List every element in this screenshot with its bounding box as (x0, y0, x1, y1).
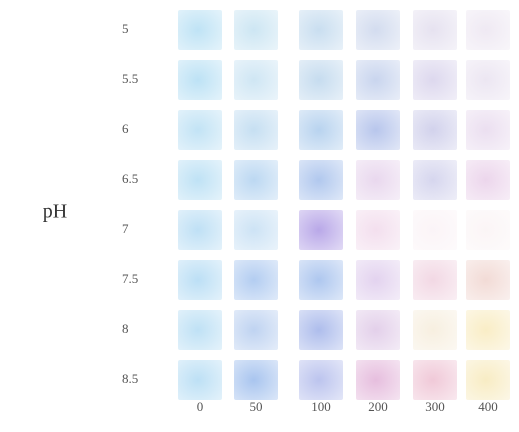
row-label: 7 (122, 221, 129, 236)
swatch (466, 210, 510, 250)
swatch (413, 10, 457, 50)
row-label: 5 (122, 21, 129, 36)
row-label: 5.5 (122, 71, 138, 86)
swatch (299, 110, 343, 150)
swatch (413, 360, 457, 400)
row-label: 6.5 (122, 171, 138, 186)
column-label: 50 (250, 399, 263, 414)
swatch (234, 210, 278, 250)
swatch (234, 160, 278, 200)
swatch (178, 160, 222, 200)
swatch (466, 360, 510, 400)
y-axis-label: pH (43, 201, 67, 223)
row-label: 8.5 (122, 371, 138, 386)
swatch (413, 210, 457, 250)
swatch (178, 60, 222, 100)
column-label: 200 (368, 399, 388, 414)
swatch (466, 60, 510, 100)
swatch (234, 360, 278, 400)
swatch (356, 10, 400, 50)
swatch (466, 310, 510, 350)
swatch (356, 310, 400, 350)
swatch (234, 10, 278, 50)
figure: pH 5 5.5 6 6.5 7 7.5 8 8.5 0 50 100 200 300 400 (0, 0, 519, 432)
swatch (413, 160, 457, 200)
column-label: 300 (425, 399, 445, 414)
swatch (299, 260, 343, 300)
swatch (356, 60, 400, 100)
swatch (413, 60, 457, 100)
swatch (356, 160, 400, 200)
swatch (178, 110, 222, 150)
swatch (234, 60, 278, 100)
swatch (466, 110, 510, 150)
swatch (178, 260, 222, 300)
swatch (466, 260, 510, 300)
swatch (413, 310, 457, 350)
swatch (299, 360, 343, 400)
swatch (234, 110, 278, 150)
swatch (356, 110, 400, 150)
swatch (299, 60, 343, 100)
swatch (178, 360, 222, 400)
swatch (466, 160, 510, 200)
swatch (178, 10, 222, 50)
swatch (299, 10, 343, 50)
swatch (178, 310, 222, 350)
swatch (356, 360, 400, 400)
swatch (178, 210, 222, 250)
swatch (299, 160, 343, 200)
row-label: 7.5 (122, 271, 138, 286)
swatch (299, 310, 343, 350)
swatch (234, 310, 278, 350)
swatch (299, 210, 343, 250)
swatch (234, 260, 278, 300)
swatch (413, 260, 457, 300)
row-label: 6 (122, 121, 129, 136)
column-label: 0 (197, 399, 204, 414)
swatch (466, 10, 510, 50)
swatch (356, 260, 400, 300)
swatch (413, 110, 457, 150)
column-label: 400 (478, 399, 498, 414)
column-label: 100 (311, 399, 331, 414)
row-label: 8 (122, 321, 129, 336)
swatch (356, 210, 400, 250)
